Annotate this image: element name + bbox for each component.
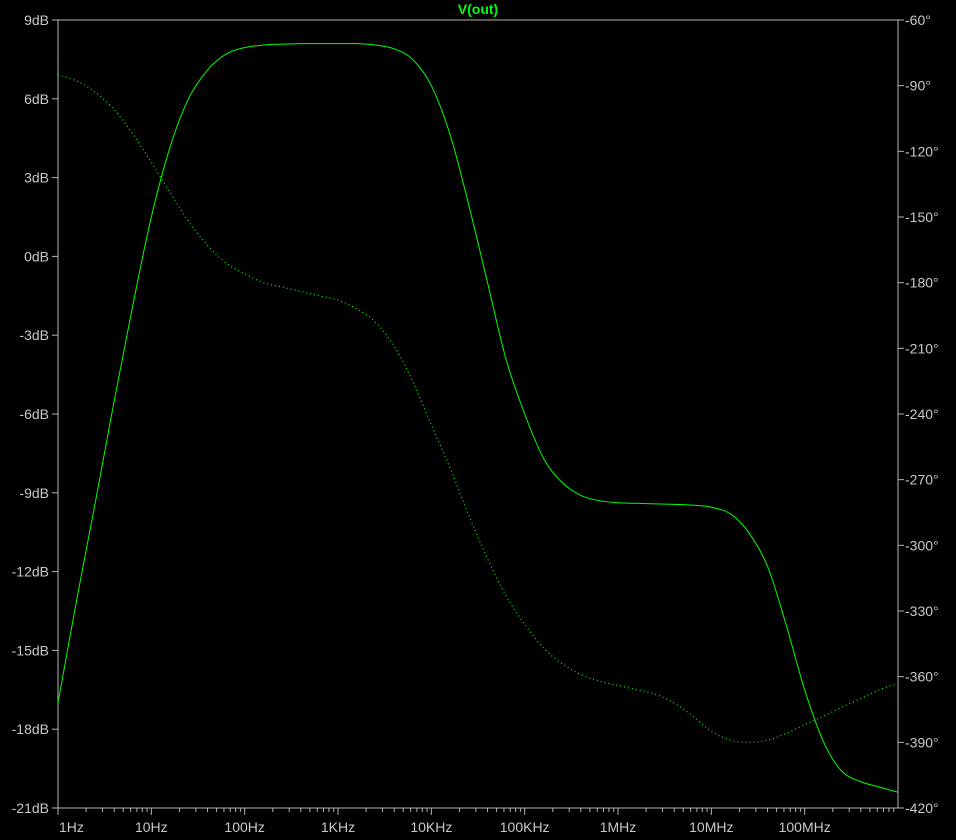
y-right-tick-label: -270° bbox=[905, 472, 939, 488]
y-left-tick-label: -15dB bbox=[12, 642, 49, 658]
x-tick-label: 100KHz bbox=[500, 819, 550, 835]
y-left-tick-label: -6dB bbox=[19, 406, 49, 422]
x-tick-label: 1MHz bbox=[600, 819, 637, 835]
y-right-tick-label: -210° bbox=[905, 340, 939, 356]
y-right-tick-label: -390° bbox=[905, 734, 939, 750]
y-left-tick-label: -12dB bbox=[12, 564, 49, 580]
y-left-tick-label: 3dB bbox=[24, 170, 49, 186]
y-left-tick-label: -9dB bbox=[19, 485, 49, 501]
y-right-tick-label: -150° bbox=[905, 209, 939, 225]
y-right-tick-label: -300° bbox=[905, 537, 939, 553]
y-left-tick-label: -3dB bbox=[19, 327, 49, 343]
magnitude-trace bbox=[57, 43, 899, 793]
y-right-tick-label: -420° bbox=[905, 800, 939, 816]
traces bbox=[57, 43, 899, 793]
x-tick-label: 100MHz bbox=[779, 819, 831, 835]
x-tick-label: 10MHz bbox=[689, 819, 733, 835]
y-right-tick-label: -120° bbox=[905, 143, 939, 159]
chart-title: V(out) bbox=[458, 1, 498, 17]
y-left-tick-label: -18dB bbox=[12, 721, 49, 737]
y-right-tick-label: -60° bbox=[905, 12, 931, 28]
y-right-tick-label: -240° bbox=[905, 406, 939, 422]
y-axis-right: -60° -90° -120° -150° -180° -210° -240° -270° -3… bbox=[898, 12, 939, 816]
y-left-tick-label: 6dB bbox=[24, 91, 49, 107]
x-tick-label: 1Hz bbox=[59, 819, 84, 835]
y-left-tick-label: 0dB bbox=[24, 248, 49, 264]
y-left-tick-label: 9dB bbox=[24, 12, 49, 28]
x-axis: 1Hz 10Hz 100Hz 1KHz 10KHz 100KHz 1MHz 10MHz 100M… bbox=[57, 808, 895, 835]
y-right-tick-label: -90° bbox=[905, 78, 931, 94]
x-tick-label: 10KHz bbox=[410, 819, 452, 835]
x-tick-label: 10Hz bbox=[135, 819, 168, 835]
x-tick-label: 1KHz bbox=[321, 819, 355, 835]
y-axis-left: 9dB 6dB 3dB 0dB -3dB -6dB -9dB -12dB -15dB -18dB -… bbox=[12, 12, 58, 816]
y-right-tick-label: -360° bbox=[905, 669, 939, 685]
y-right-tick-label: -330° bbox=[905, 603, 939, 619]
y-left-tick-label: -21dB bbox=[12, 800, 49, 816]
phase-trace bbox=[57, 74, 899, 743]
x-tick-label: 100Hz bbox=[224, 819, 264, 835]
y-right-tick-label: -180° bbox=[905, 275, 939, 291]
